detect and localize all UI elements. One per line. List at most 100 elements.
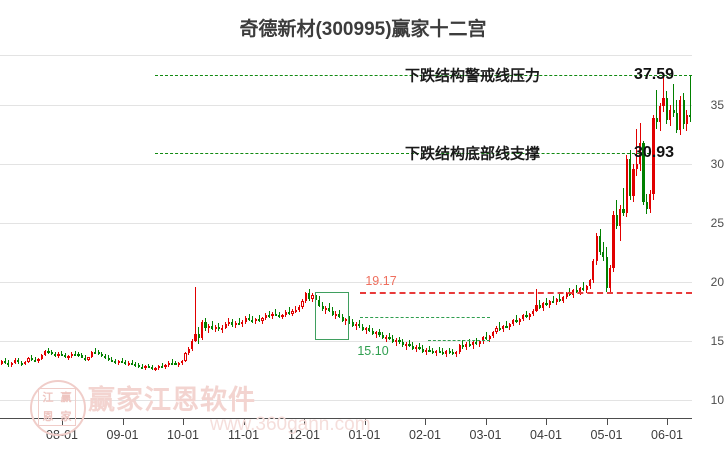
candle-wick (622, 187, 624, 217)
candle-wick (345, 317, 347, 326)
candle-body (167, 362, 170, 366)
candlestick (197, 52, 200, 418)
candle-body (324, 307, 328, 310)
candle-wick (552, 295, 554, 304)
candlestick (314, 52, 317, 418)
resistance-label: 下跌结构警戒线压力 (404, 67, 540, 85)
candlestick (609, 52, 612, 418)
candle-wick (365, 326, 367, 335)
candlestick (298, 52, 301, 418)
candle-body (622, 209, 625, 213)
candlestick (244, 52, 247, 418)
candle-body (291, 311, 294, 314)
candle-wick (325, 305, 327, 315)
candle-body (94, 351, 97, 354)
candle-body (532, 310, 535, 315)
gridline (0, 341, 692, 343)
candlestick (23, 52, 27, 418)
candlestick (237, 52, 241, 418)
candlestick (364, 52, 368, 418)
candle-body (592, 260, 595, 281)
candle-body (364, 328, 368, 331)
candle-wick (4, 357, 6, 364)
candlestick (672, 52, 675, 418)
candle-body (395, 340, 398, 343)
candlestick (294, 52, 297, 418)
candle-body (374, 332, 378, 335)
candlestick (685, 52, 689, 418)
x-tick (546, 418, 547, 425)
inner-resistance-value: 19.17 (365, 274, 397, 288)
candlestick (635, 52, 638, 418)
candle-body (181, 360, 184, 364)
candle-wick (358, 320, 360, 328)
candlestick (334, 52, 338, 418)
candlestick (264, 52, 267, 418)
candlestick (595, 52, 598, 418)
candlestick (140, 52, 144, 418)
candlestick (458, 52, 461, 418)
candle-wick (452, 348, 454, 356)
candle-body (655, 118, 658, 122)
candlestick (505, 52, 508, 418)
candlestick (214, 52, 217, 418)
candle-body (455, 351, 458, 355)
candle-body (161, 366, 164, 369)
candle-body (23, 361, 27, 365)
candlestick (87, 52, 90, 418)
candle-body (642, 142, 645, 202)
x-tick (485, 418, 487, 425)
candle-body (77, 354, 80, 357)
candle-body (425, 349, 428, 352)
candle-wick (195, 286, 197, 342)
candlestick (130, 52, 134, 418)
candle-body (144, 366, 147, 369)
candle-body (448, 351, 451, 354)
candlestick (284, 52, 287, 418)
candlestick (522, 52, 525, 418)
candlestick (27, 52, 30, 418)
candle-body (398, 340, 401, 343)
candle-body (338, 313, 341, 318)
candlestick (528, 52, 531, 418)
candle-body (151, 367, 154, 370)
candle-wick (499, 322, 501, 331)
candle-wick (449, 347, 451, 354)
candle-wick (388, 332, 390, 341)
candle-body (562, 296, 565, 301)
candlestick (398, 52, 401, 418)
candle-body (67, 356, 70, 359)
candle-wick (54, 351, 56, 357)
candle-body (542, 303, 545, 308)
candlestick (77, 52, 80, 418)
candle-body (555, 298, 558, 303)
y-tick-label: 15 (710, 334, 724, 349)
candlestick (632, 52, 635, 418)
candle-wick (689, 75, 691, 122)
candle-body (298, 307, 301, 310)
candlestick (204, 52, 207, 418)
candlestick (261, 52, 264, 418)
gridline (0, 105, 692, 107)
candle-body (40, 354, 43, 359)
candlestick (639, 52, 642, 418)
candlestick (281, 52, 284, 418)
candle-body (241, 321, 244, 325)
candle-wick (228, 317, 230, 326)
candlestick (241, 52, 244, 418)
candlestick (278, 52, 281, 418)
candlestick (475, 52, 478, 418)
candle-body (548, 301, 551, 305)
candlestick (388, 52, 391, 418)
candlestick (585, 52, 588, 418)
candle-wick (288, 307, 290, 315)
candlestick (74, 52, 77, 418)
candle-wick (355, 322, 357, 331)
candle-wick (505, 320, 507, 329)
candle-body (405, 343, 408, 346)
candlestick (318, 52, 321, 418)
plot-area: 19.17 15.10 (0, 52, 692, 418)
candlestick (344, 52, 348, 418)
candlestick (371, 52, 374, 418)
candle-body (97, 352, 100, 355)
